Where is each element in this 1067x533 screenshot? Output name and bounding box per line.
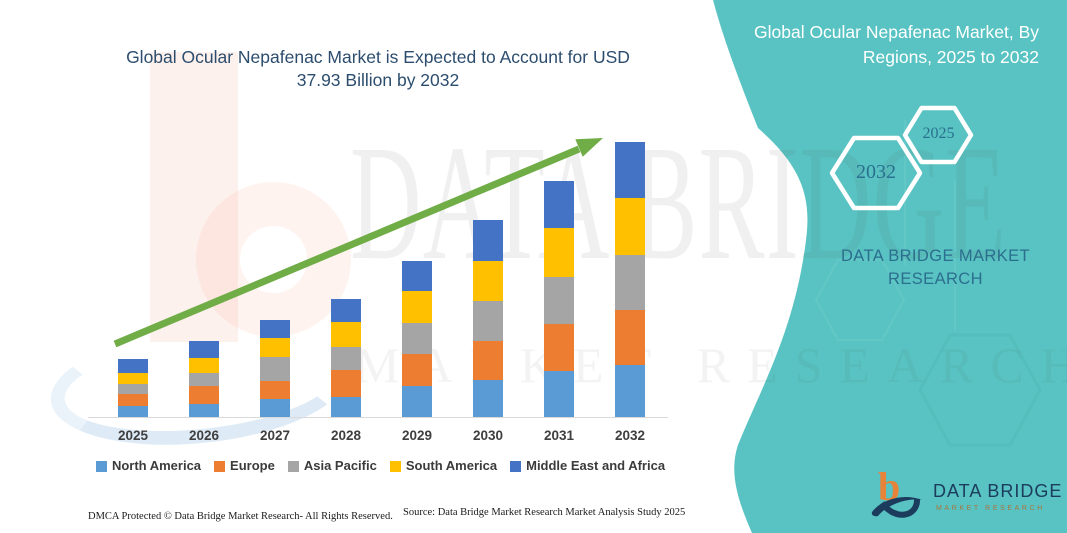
stacked-bar-2028 [331,299,361,418]
bar-segment [615,254,645,310]
bar-segment [331,299,361,323]
bar-segment [544,370,574,418]
legend-item: Middle East and Africa [510,458,665,473]
hexagon-badges [829,105,974,211]
legend-label: Asia Pacific [303,458,377,473]
data-bridge-logo-icon: b [871,466,922,518]
bar-segment [118,384,148,394]
svg-text:b: b [878,466,900,509]
x-axis-label: 2027 [259,428,291,443]
panel-heading-line1: Global Ocular Nepafenac Market, By [754,22,1039,42]
x-axis-label: 2026 [188,428,220,443]
bar-segment [189,372,219,387]
bar-segment [615,364,645,418]
stacked-bar-2025 [118,359,148,418]
bar-segment [615,309,645,365]
bar-segment [118,359,148,374]
legend-swatch-asia-pacific [287,460,299,472]
chart-title: Global Ocular Nepafenac Market is Expect… [58,46,698,92]
bar-segment [118,393,148,406]
legend-swatch-middle-east-africa [510,460,522,472]
bar-segment [402,261,432,291]
hexagon-outline-2025 [902,105,974,165]
bar-segment [544,324,574,371]
bar-segment [331,322,361,347]
chart-title-line1: Global Ocular Nepafenac Market is Expect… [126,47,630,67]
bar-segment [260,380,290,399]
legend-swatch-south-america [389,460,401,472]
bar-segment [118,405,148,418]
x-axis-label: 2030 [472,428,504,443]
panel-heading: Global Ocular Nepafenac Market, By Regio… [699,20,1039,70]
legend-label: Middle East and Africa [526,458,666,473]
bar-segment [402,290,432,323]
bar-segment [260,357,290,381]
bar-segment [473,340,503,380]
bar-segment [473,220,503,262]
bar-segment [473,261,503,301]
bar-segment [402,386,432,418]
hexagon-label-2032: 2032 [856,161,896,183]
legend-item: Asia Pacific [287,458,377,473]
bar-segment [473,379,503,418]
data-bridge-logo-name: DATA BRIDGE [933,481,1063,501]
legend-swatch-europe [214,460,226,472]
bar-segment [260,338,290,358]
legend-item: Europe [214,458,275,473]
panel-brand-text-line2: RESEARCH [888,270,983,288]
x-axis-label: 2031 [543,428,575,443]
stacked-bar-2027 [260,320,290,418]
data-bridge-logo-subtitle: MARKET RESEARCH [936,505,1045,512]
bar-segment [331,346,361,370]
panel-brand-text-line1: DATA BRIDGE MARKET [840,247,1031,265]
hexagon-outline-2032 [829,135,923,211]
x-axis-line [88,417,668,418]
stacked-bar-2029 [402,261,432,418]
bar-segment [402,353,432,387]
bar-segment [260,320,290,339]
bar-segment [544,228,574,278]
bar-segment [331,369,361,397]
source-note: Source: Data Bridge Market Research Mark… [403,507,686,518]
legend-label: South America [405,458,498,473]
legend-item: North America [95,458,202,473]
panel-heading-line2: Regions, 2025 to 2032 [862,47,1039,67]
legend-item: South America [389,458,498,473]
chart-title-line2: 37.93 Billion by 2032 [296,70,460,90]
panel-pattern [814,120,956,341]
legend-swatch-north-america [95,460,107,472]
x-axis-label: 2032 [614,428,646,443]
hexagon-label-2025: 2025 [922,125,955,142]
stacked-bar-2026 [189,340,219,418]
bar-segment [473,300,503,341]
x-axis-label: 2025 [117,428,149,443]
bar-segment [189,404,219,418]
stacked-bar-2030 [473,220,503,418]
bar-segment [260,399,290,418]
stacked-bar-2032 [615,142,645,418]
bar-segment [544,181,574,229]
bar-segment [189,340,219,359]
bar-segment [118,373,148,385]
dmca-notice: DMCA Protected © Data Bridge Market Rese… [88,511,393,522]
bar-segment [189,386,219,405]
panel-brand-text: DATA BRIDGE MARKET RESEARCH [838,245,1033,291]
bar-segment [615,197,645,255]
legend-label: Europe [230,458,275,473]
bar-segment [189,358,219,373]
stacked-bar-2031 [544,181,574,418]
chart-legend: North America Europe Asia Pacific South … [83,458,678,473]
bar-segment [331,396,361,418]
bar-segment [402,322,432,354]
bar-segment [544,277,574,325]
x-axis-label: 2029 [401,428,433,443]
x-axis-label: 2028 [330,428,362,443]
bar-segment [615,142,645,198]
legend-label: North America [111,458,202,473]
